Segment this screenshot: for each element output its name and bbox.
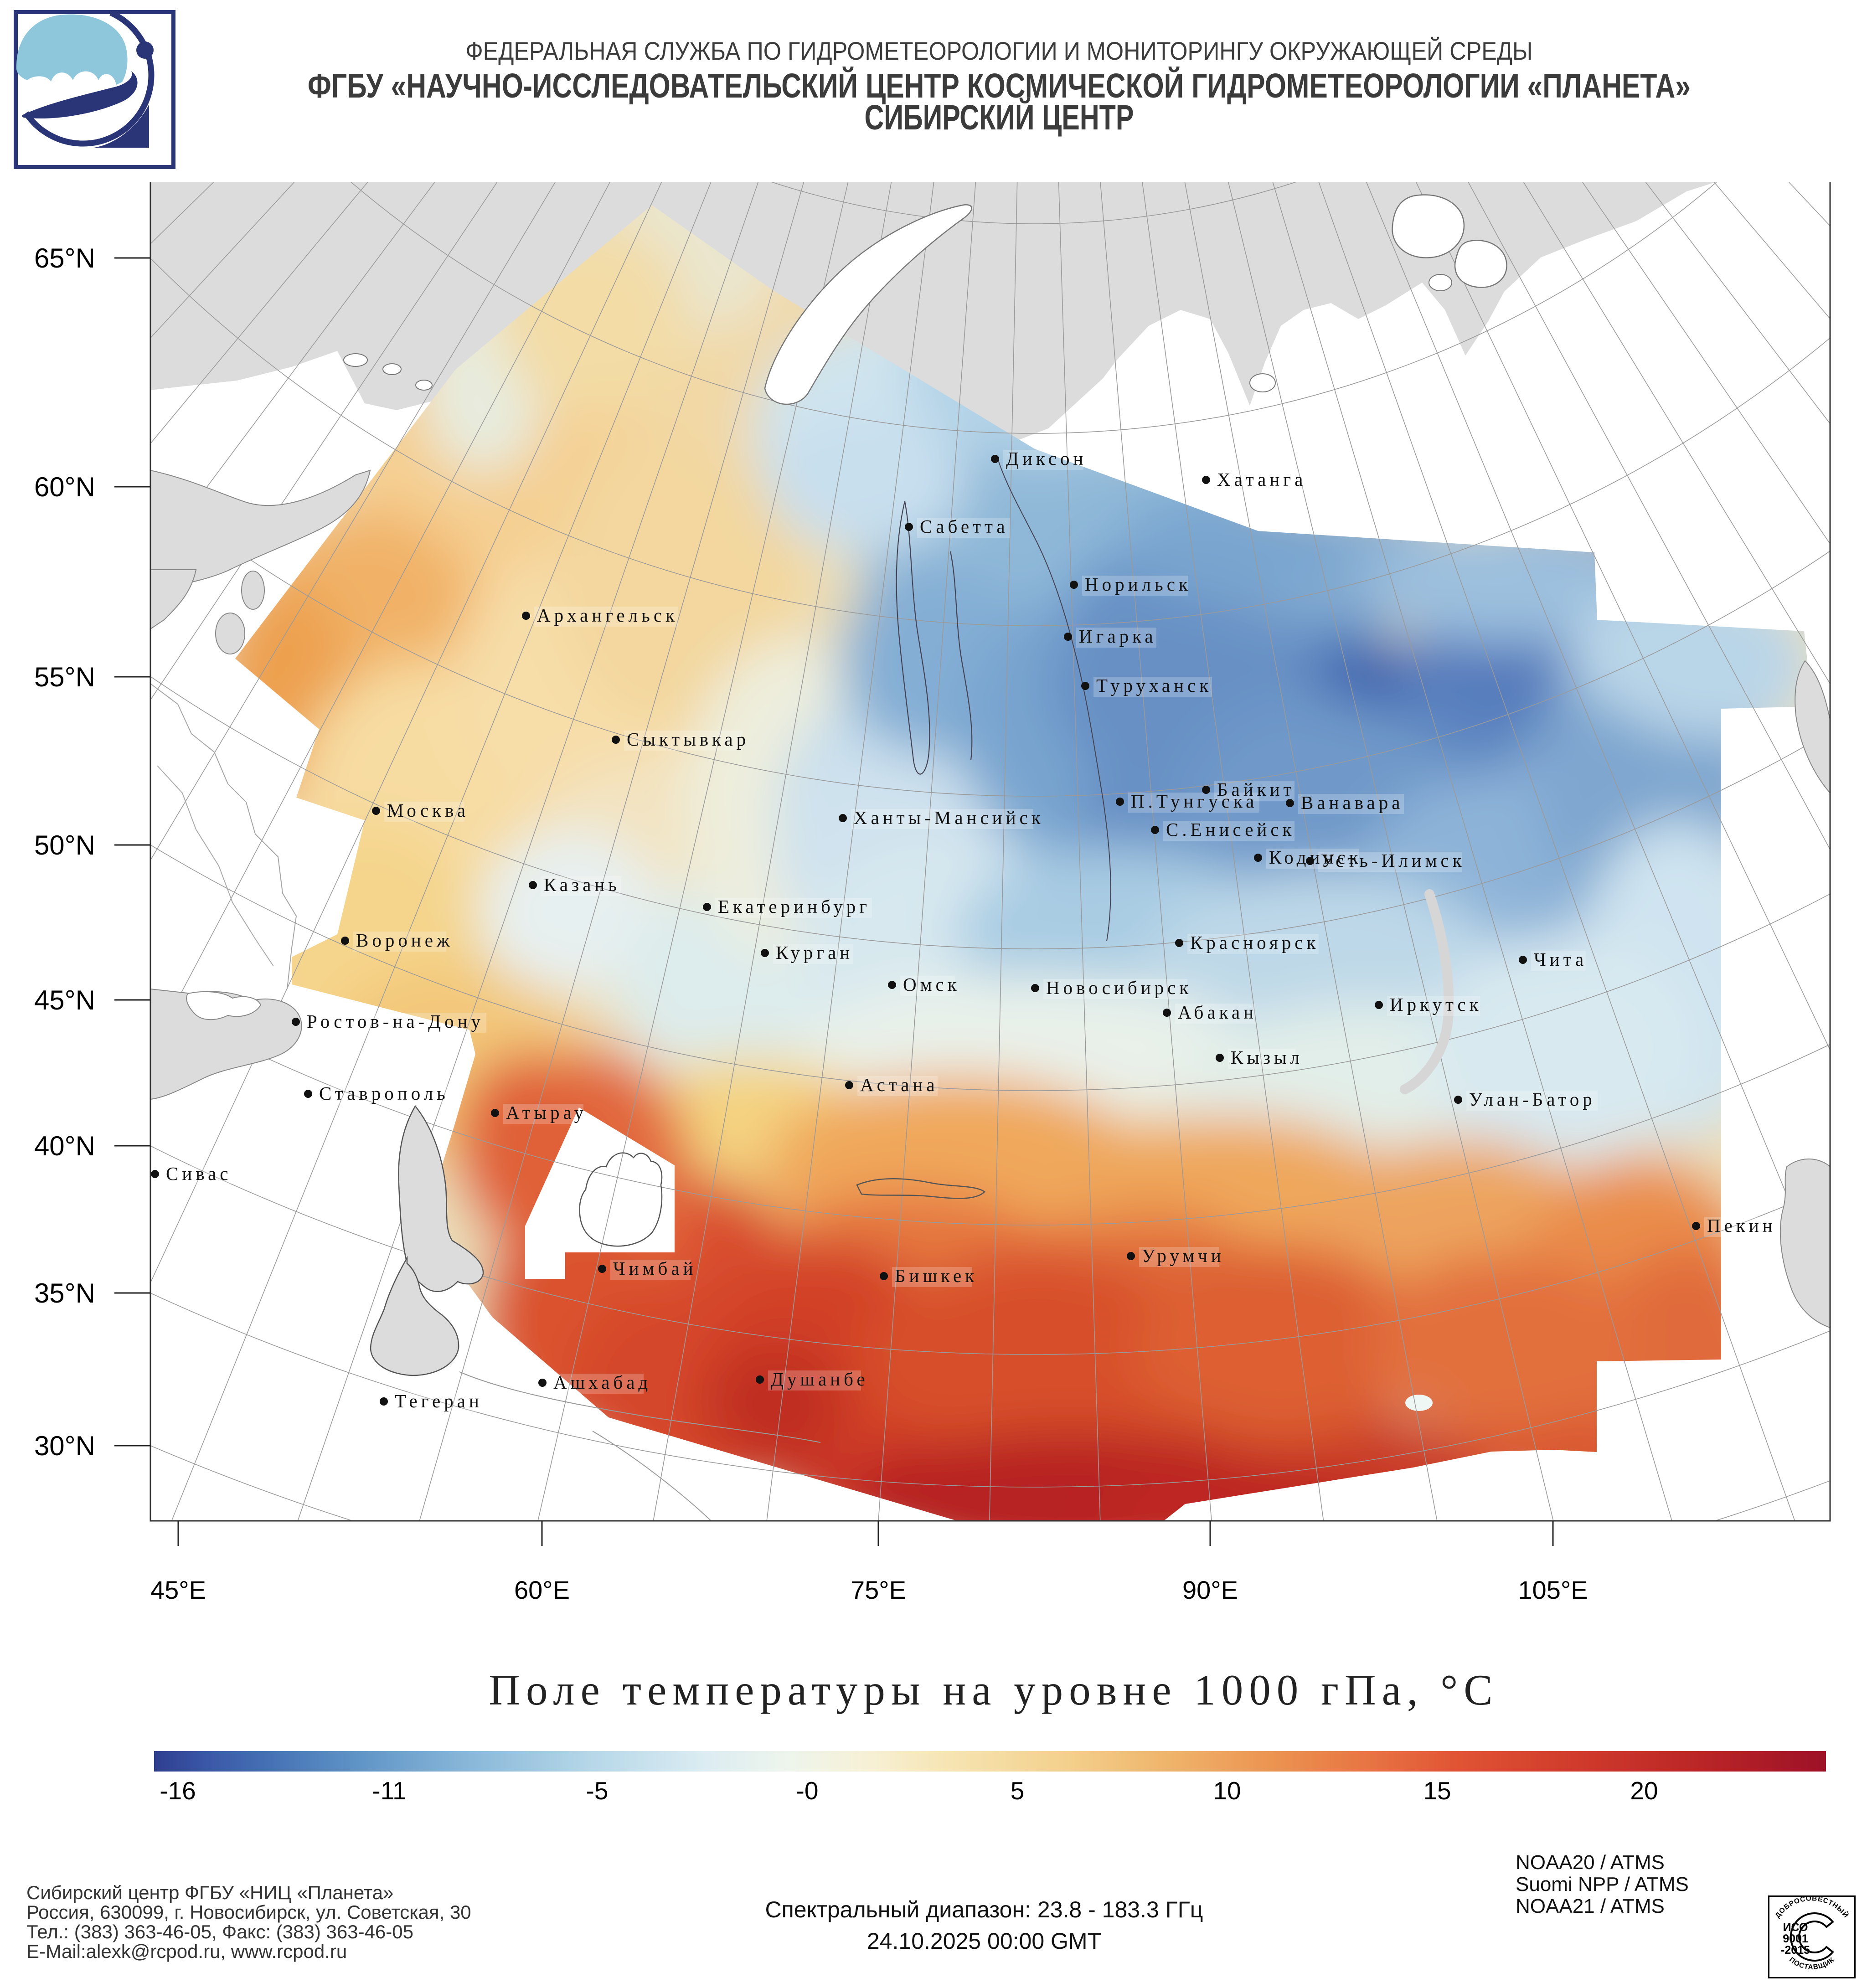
svg-text:Бишкек: Бишкек xyxy=(895,1265,978,1286)
svg-text:55°N: 55°N xyxy=(34,662,95,692)
svg-text:Иркутск: Иркутск xyxy=(1390,994,1482,1015)
svg-text:Астана: Астана xyxy=(860,1074,939,1095)
svg-text:60°N: 60°N xyxy=(34,472,95,502)
svg-text:Ставрополь: Ставрополь xyxy=(319,1083,449,1104)
svg-text:Тегеран: Тегеран xyxy=(395,1391,483,1411)
svg-text:105°E: 105°E xyxy=(1518,1576,1588,1604)
svg-text:Хатанга: Хатанга xyxy=(1217,469,1306,490)
svg-text:Кодинск: Кодинск xyxy=(1269,847,1362,868)
svg-text:Ростов-на-Дону: Ростов-на-Дону xyxy=(307,1011,484,1032)
svg-text:Атырау: Атырау xyxy=(506,1102,587,1123)
svg-text:Байкит: Байкит xyxy=(1217,779,1295,800)
svg-text:Диксон: Диксон xyxy=(1006,448,1087,469)
svg-text:Чита: Чита xyxy=(1534,949,1587,970)
svg-text:Омск: Омск xyxy=(903,974,960,995)
svg-text:Красноярск: Красноярск xyxy=(1190,932,1319,953)
svg-text:75°E: 75°E xyxy=(851,1576,906,1604)
svg-text:Игарка: Игарка xyxy=(1079,626,1157,647)
svg-text:40°N: 40°N xyxy=(34,1131,95,1161)
svg-text:Кызыл: Кызыл xyxy=(1231,1047,1303,1068)
svg-text:Сивас: Сивас xyxy=(166,1163,232,1184)
svg-text:Сабетта: Сабетта xyxy=(920,516,1009,537)
svg-text:ИСО: ИСО xyxy=(1783,1921,1808,1934)
svg-text:-5: -5 xyxy=(586,1777,609,1805)
svg-text:Урумчи: Урумчи xyxy=(1142,1245,1225,1266)
svg-text:30°N: 30°N xyxy=(34,1431,95,1461)
svg-text:Архангельск: Архангельск xyxy=(537,605,678,626)
svg-text:Курган: Курган xyxy=(776,942,853,963)
svg-text:Усть-Илимск: Усть-Илимск xyxy=(1321,850,1465,871)
svg-text:Ванавара: Ванавара xyxy=(1301,792,1403,813)
svg-text:45°E: 45°E xyxy=(150,1576,206,1604)
svg-text:65°N: 65°N xyxy=(34,243,95,273)
svg-text:-2015: -2015 xyxy=(1781,1944,1810,1957)
svg-text:60°E: 60°E xyxy=(514,1576,570,1604)
svg-text:Туруханск: Туруханск xyxy=(1096,675,1212,696)
svg-text:Улан-Батор: Улан-Батор xyxy=(1469,1089,1596,1110)
svg-text:50°N: 50°N xyxy=(34,830,95,860)
svg-text:Воронеж: Воронеж xyxy=(356,930,453,951)
svg-text:Ашхабад: Ашхабад xyxy=(553,1372,651,1393)
svg-text:Норильск: Норильск xyxy=(1085,574,1191,595)
svg-text:Екатеринбург: Екатеринбург xyxy=(718,896,871,917)
svg-text:-16: -16 xyxy=(160,1777,196,1805)
svg-text:Чимбай: Чимбай xyxy=(613,1258,697,1279)
svg-text:15: 15 xyxy=(1423,1777,1451,1805)
svg-text:Душанбе: Душанбе xyxy=(771,1369,869,1390)
svg-text:Новосибирск: Новосибирск xyxy=(1046,977,1192,998)
svg-text:35°N: 35°N xyxy=(34,1278,95,1308)
svg-text:Казань: Казань xyxy=(544,874,620,895)
svg-text:Сыктывкар: Сыктывкар xyxy=(627,729,749,750)
svg-text:45°N: 45°N xyxy=(34,985,95,1015)
svg-text:С.Енисейск: С.Енисейск xyxy=(1166,819,1295,840)
svg-text:Пекин: Пекин xyxy=(1707,1215,1776,1236)
svg-text:5: 5 xyxy=(1011,1777,1025,1805)
svg-text:10: 10 xyxy=(1213,1777,1241,1805)
svg-text:П.Тунгуска: П.Тунгуска xyxy=(1131,791,1258,812)
svg-text:-11: -11 xyxy=(372,1777,406,1805)
svg-text:-0: -0 xyxy=(796,1777,819,1805)
svg-text:9001: 9001 xyxy=(1783,1932,1808,1945)
svg-text:Абакан: Абакан xyxy=(1178,1002,1257,1023)
svg-text:20: 20 xyxy=(1630,1777,1658,1805)
svg-text:Москва: Москва xyxy=(387,800,469,821)
svg-text:Ханты-Мансийск: Ханты-Мансийск xyxy=(854,807,1044,828)
svg-text:90°E: 90°E xyxy=(1182,1576,1238,1604)
